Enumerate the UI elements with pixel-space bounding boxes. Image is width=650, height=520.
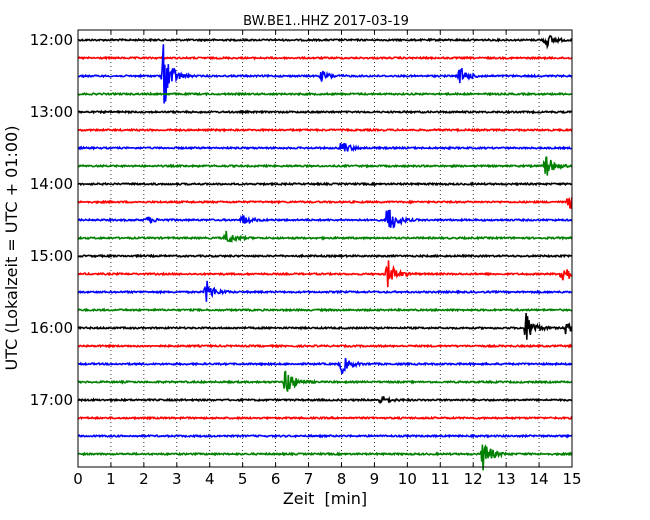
trace-row [77, 370, 573, 392]
x-tick-label: 9 [370, 470, 380, 488]
y-tick-label: 13:00 [30, 103, 73, 121]
grid-lines [110, 30, 540, 467]
plot-frame [77, 29, 573, 468]
trace-row [77, 312, 573, 340]
trace-row [77, 197, 573, 210]
x-tick-label: 12 [464, 470, 483, 488]
trace-row [77, 443, 573, 471]
x-tick-label: 10 [398, 470, 417, 488]
trace-row [77, 156, 573, 176]
trace-row [77, 415, 573, 421]
y-tick-label: 12:00 [30, 31, 73, 49]
trace-row [77, 142, 573, 152]
x-tick-label: 13 [497, 470, 516, 488]
x-tick-label: 3 [172, 470, 182, 488]
y-axis-ticks: 12:00 13:00 14:00 15:00 16:00 17:00 [30, 31, 572, 409]
x-tick-label: 2 [139, 470, 149, 488]
trace-row [78, 307, 572, 313]
x-tick-label: 5 [238, 470, 248, 488]
trace-row [77, 230, 573, 244]
trace-row [77, 395, 573, 404]
trace-row [77, 357, 573, 375]
trace-row [78, 260, 573, 288]
trace-row [77, 181, 573, 187]
trace-row [77, 34, 573, 50]
x-tick-label: 11 [431, 470, 450, 488]
x-axis-label: Zeit [min] [283, 489, 367, 508]
trace-row [78, 55, 573, 61]
y-tick-label: 16:00 [30, 319, 73, 337]
trace-row [77, 280, 573, 302]
trace-row [77, 127, 573, 133]
seismogram-traces [77, 34, 573, 471]
y-tick-label: 14:00 [30, 175, 73, 193]
y-axis-label: UTC (Lokalzeit = UTC + 01:00) [2, 126, 21, 371]
x-tick-label: 14 [530, 470, 549, 488]
y-tick-label: 17:00 [30, 391, 73, 409]
x-tick-label: 4 [205, 470, 215, 488]
x-tick-label: 15 [562, 470, 581, 488]
trace-row [77, 433, 573, 439]
trace-row [77, 44, 573, 104]
x-tick-label: 8 [337, 470, 347, 488]
x-tick-label: 6 [271, 470, 281, 488]
trace-row [77, 91, 573, 97]
x-tick-label: 7 [304, 470, 314, 488]
y-tick-label: 15:00 [30, 247, 73, 265]
x-tick-label: 1 [106, 470, 116, 488]
chart-title: BW.BE1..HHZ 2017-03-19 [243, 14, 409, 29]
trace-row [77, 253, 573, 259]
trace-row [77, 209, 573, 229]
trace-row [77, 343, 573, 349]
trace-row [77, 109, 573, 115]
x-tick-label: 0 [73, 470, 83, 488]
x-axis-ticks: 0 1 2 3 4 5 6 7 8 9 10 11 12 13 14 15 [73, 30, 582, 488]
